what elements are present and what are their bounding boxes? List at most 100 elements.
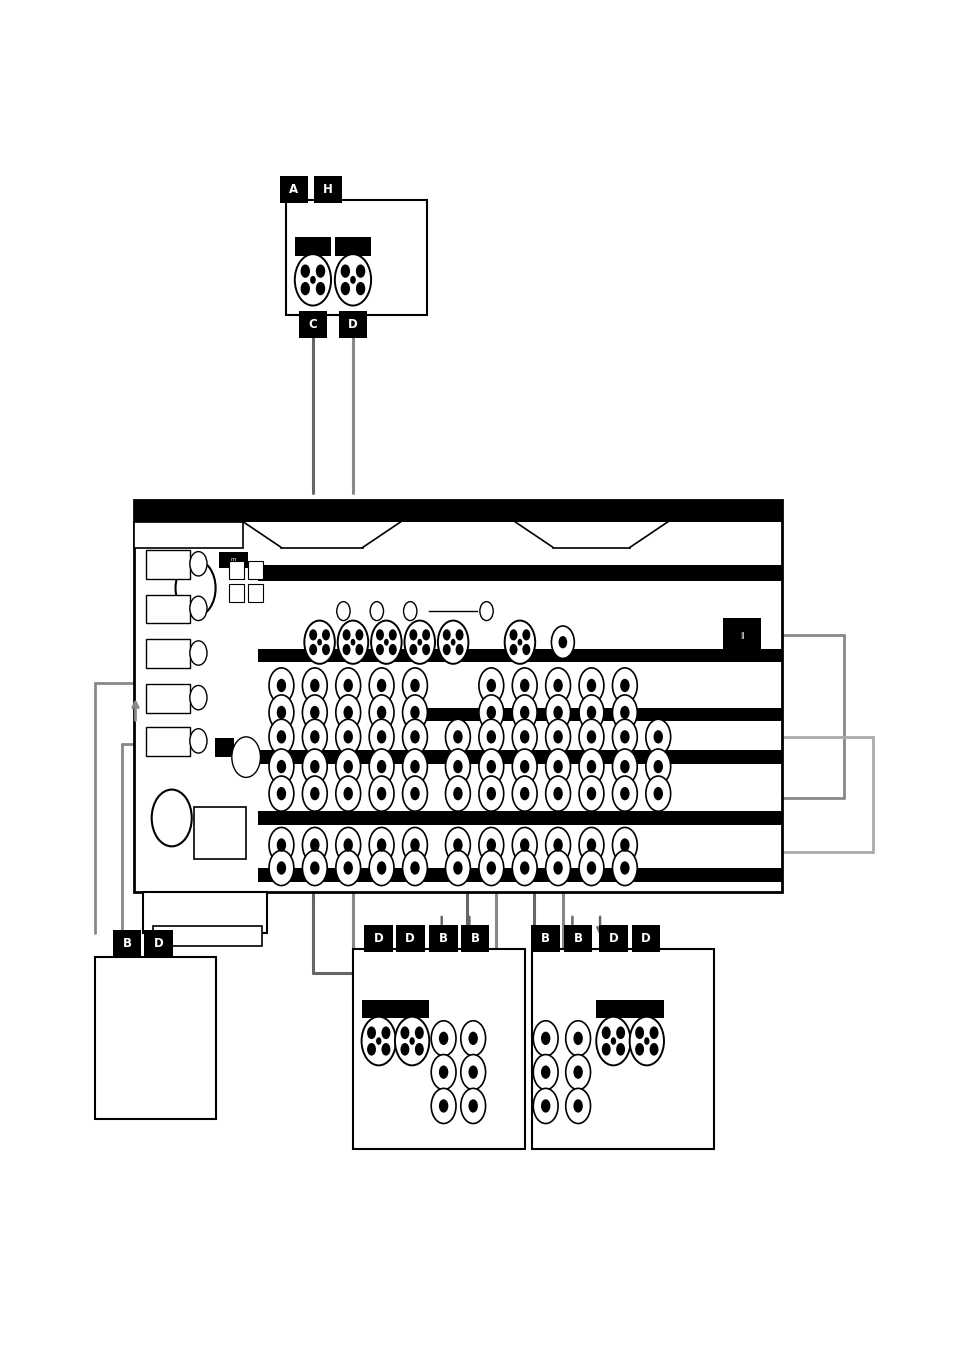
Circle shape	[460, 1088, 485, 1124]
Bar	[229, 584, 244, 602]
Circle shape	[601, 1042, 610, 1056]
Circle shape	[402, 776, 427, 811]
Circle shape	[610, 1037, 616, 1045]
Bar	[395, 1000, 429, 1018]
Circle shape	[486, 861, 496, 875]
Circle shape	[315, 283, 325, 295]
Circle shape	[553, 679, 562, 692]
Circle shape	[310, 276, 315, 284]
Circle shape	[422, 629, 430, 641]
Circle shape	[351, 639, 355, 645]
Circle shape	[478, 827, 503, 863]
Bar	[298, 311, 327, 338]
Bar	[629, 1000, 663, 1018]
Bar	[143, 892, 267, 933]
Circle shape	[653, 730, 662, 744]
Circle shape	[343, 787, 353, 800]
Circle shape	[376, 706, 386, 719]
Text: D: D	[608, 932, 618, 945]
Circle shape	[586, 787, 596, 800]
Circle shape	[269, 827, 294, 863]
Bar	[532, 949, 713, 1149]
Circle shape	[545, 749, 570, 784]
Bar	[146, 639, 190, 668]
Circle shape	[269, 749, 294, 784]
Circle shape	[269, 850, 294, 886]
Circle shape	[335, 719, 360, 754]
Circle shape	[504, 621, 535, 664]
Text: D: D	[374, 932, 383, 945]
Circle shape	[653, 787, 662, 800]
Circle shape	[340, 283, 350, 295]
Circle shape	[545, 719, 570, 754]
Circle shape	[519, 730, 529, 744]
Circle shape	[375, 644, 383, 656]
Circle shape	[410, 787, 419, 800]
Circle shape	[335, 695, 360, 730]
Circle shape	[545, 668, 570, 703]
Bar	[152, 926, 262, 946]
Bar	[598, 925, 627, 952]
Circle shape	[343, 760, 353, 773]
Circle shape	[422, 644, 430, 656]
Circle shape	[302, 827, 327, 863]
Circle shape	[578, 749, 603, 784]
Bar	[257, 750, 781, 764]
Circle shape	[175, 560, 215, 617]
Circle shape	[409, 644, 416, 656]
Circle shape	[343, 706, 353, 719]
Circle shape	[335, 668, 360, 703]
Circle shape	[445, 749, 470, 784]
Circle shape	[540, 1065, 550, 1079]
Circle shape	[190, 729, 207, 753]
Bar	[314, 176, 342, 203]
Circle shape	[376, 760, 386, 773]
Circle shape	[350, 276, 355, 284]
Circle shape	[402, 850, 427, 886]
Circle shape	[635, 1042, 643, 1056]
Circle shape	[478, 719, 503, 754]
Circle shape	[395, 1017, 429, 1065]
Circle shape	[643, 1037, 649, 1045]
Circle shape	[376, 787, 386, 800]
Circle shape	[519, 838, 529, 852]
Bar	[631, 925, 659, 952]
Circle shape	[300, 283, 310, 295]
Bar	[563, 925, 592, 952]
Circle shape	[300, 265, 310, 277]
Circle shape	[371, 621, 401, 664]
Circle shape	[442, 629, 450, 641]
Circle shape	[343, 861, 353, 875]
Circle shape	[653, 760, 662, 773]
Circle shape	[649, 1042, 658, 1056]
Bar	[193, 807, 246, 859]
Text: B: B	[540, 932, 550, 945]
Circle shape	[512, 850, 537, 886]
Circle shape	[410, 760, 419, 773]
Bar	[219, 552, 248, 568]
Circle shape	[417, 639, 421, 645]
Circle shape	[302, 695, 327, 730]
Circle shape	[400, 1026, 409, 1040]
Circle shape	[367, 1026, 375, 1040]
Circle shape	[310, 730, 319, 744]
Circle shape	[619, 679, 629, 692]
Circle shape	[512, 749, 537, 784]
Circle shape	[276, 787, 286, 800]
Circle shape	[512, 668, 537, 703]
Text: B: B	[438, 932, 448, 945]
Circle shape	[376, 730, 386, 744]
Bar	[146, 595, 190, 623]
Circle shape	[409, 1037, 415, 1045]
Bar	[248, 584, 263, 602]
Circle shape	[375, 629, 383, 641]
Circle shape	[310, 760, 319, 773]
Bar	[338, 311, 367, 338]
Text: D: D	[348, 318, 357, 331]
Circle shape	[616, 1026, 624, 1040]
Circle shape	[322, 644, 330, 656]
Circle shape	[578, 776, 603, 811]
Circle shape	[310, 861, 319, 875]
Bar	[257, 565, 781, 581]
Circle shape	[415, 1042, 423, 1056]
